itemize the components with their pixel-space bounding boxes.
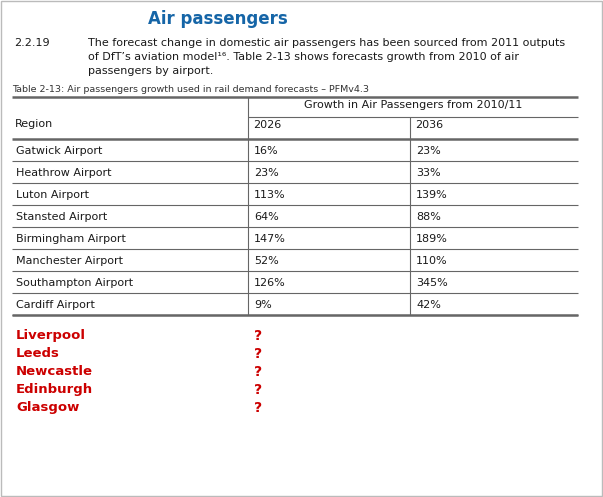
Text: 23%: 23% (254, 168, 279, 178)
Text: passengers by airport.: passengers by airport. (88, 66, 213, 76)
Text: 189%: 189% (416, 234, 448, 244)
Text: 64%: 64% (254, 212, 279, 222)
Text: Table 2-13: Air passengers growth used in rail demand forecasts – PFMv4.3: Table 2-13: Air passengers growth used i… (12, 85, 369, 94)
Text: 33%: 33% (416, 168, 441, 178)
Text: Heathrow Airport: Heathrow Airport (16, 168, 112, 178)
Text: 110%: 110% (416, 256, 447, 266)
Text: Liverpool: Liverpool (16, 329, 86, 342)
Text: ?: ? (254, 347, 262, 361)
Text: ?: ? (254, 365, 262, 379)
Text: Growth in Air Passengers from 2010/11: Growth in Air Passengers from 2010/11 (304, 100, 522, 110)
Text: 42%: 42% (416, 300, 441, 310)
Text: Southampton Airport: Southampton Airport (16, 278, 133, 288)
Text: 52%: 52% (254, 256, 279, 266)
Text: 88%: 88% (416, 212, 441, 222)
Text: Cardiff Airport: Cardiff Airport (16, 300, 95, 310)
Text: Air passengers: Air passengers (148, 10, 288, 28)
Text: 126%: 126% (254, 278, 286, 288)
Text: ?: ? (254, 383, 262, 397)
Text: Newcastle: Newcastle (16, 365, 93, 378)
Text: The forecast change in domestic air passengers has been sourced from 2011 output: The forecast change in domestic air pass… (88, 38, 565, 48)
Text: Gatwick Airport: Gatwick Airport (16, 146, 103, 156)
Text: Glasgow: Glasgow (16, 401, 80, 414)
Text: 16%: 16% (254, 146, 279, 156)
Text: 9%: 9% (254, 300, 272, 310)
Text: Luton Airport: Luton Airport (16, 190, 89, 200)
Text: 147%: 147% (254, 234, 286, 244)
Text: of DfT’s aviation model¹⁶. Table 2-13 shows forecasts growth from 2010 of air: of DfT’s aviation model¹⁶. Table 2-13 sh… (88, 52, 519, 62)
Text: ?: ? (254, 401, 262, 415)
Text: Edinburgh: Edinburgh (16, 383, 93, 396)
Text: 2026: 2026 (253, 120, 281, 130)
Text: Region: Region (15, 119, 53, 129)
Text: 2.2.19: 2.2.19 (14, 38, 49, 48)
Text: 139%: 139% (416, 190, 448, 200)
Text: 345%: 345% (416, 278, 448, 288)
Text: Birmingham Airport: Birmingham Airport (16, 234, 126, 244)
Text: Leeds: Leeds (16, 347, 60, 360)
Text: 23%: 23% (416, 146, 441, 156)
Text: Stansted Airport: Stansted Airport (16, 212, 107, 222)
Text: Manchester Airport: Manchester Airport (16, 256, 123, 266)
Text: 113%: 113% (254, 190, 286, 200)
Text: 2036: 2036 (415, 120, 443, 130)
Text: ?: ? (254, 329, 262, 343)
